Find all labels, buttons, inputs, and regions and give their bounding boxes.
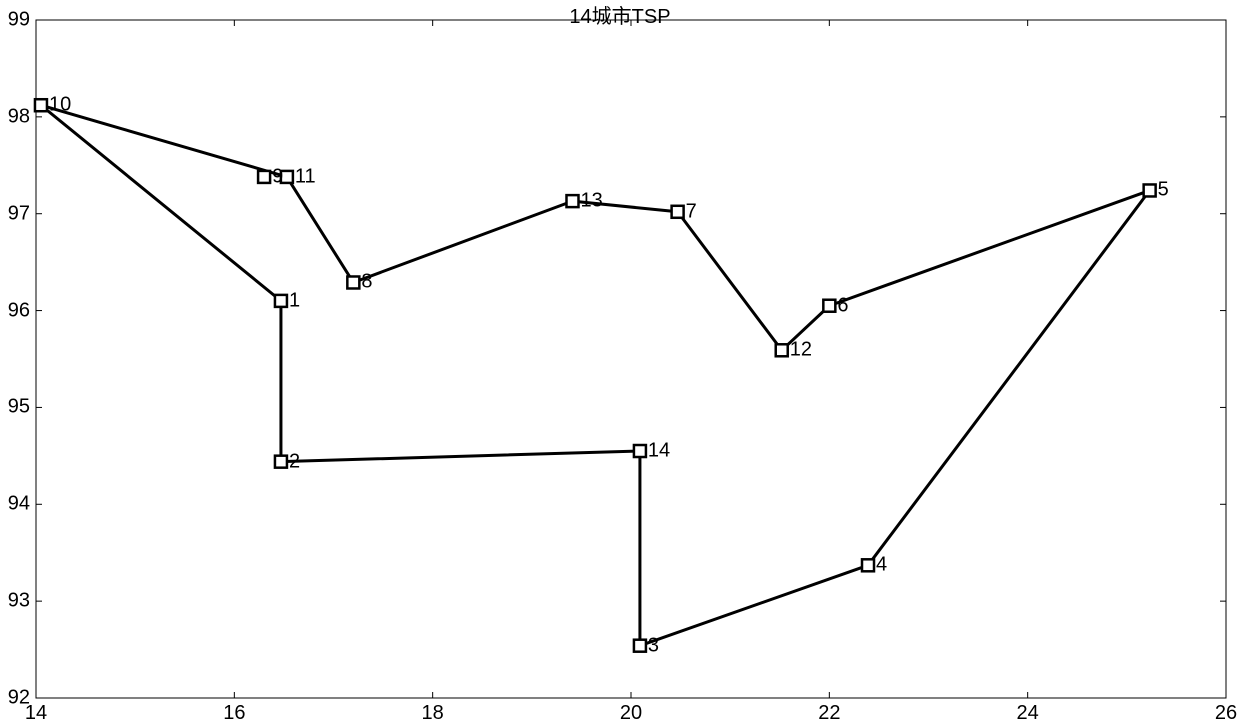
city-marker [634, 445, 646, 457]
city-marker [634, 640, 646, 652]
xtick-label: 24 [1017, 702, 1039, 725]
xtick-label: 18 [422, 702, 444, 725]
city-label: 4 [876, 554, 887, 577]
city-label: 9 [272, 165, 283, 188]
city-label: 3 [648, 634, 659, 657]
tsp-path [41, 105, 1150, 645]
ytick-label: 99 [8, 9, 30, 32]
city-label: 8 [361, 271, 372, 294]
xtick-label: 16 [223, 702, 245, 725]
chart-title: 14城市TSP [0, 0, 1240, 29]
city-marker [823, 300, 835, 312]
city-label: 12 [790, 339, 812, 362]
city-marker [776, 344, 788, 356]
city-marker [258, 171, 270, 183]
city-label: 14 [648, 440, 670, 463]
city-label: 1 [289, 289, 300, 312]
ytick-label: 94 [8, 493, 30, 516]
city-label: 10 [49, 94, 71, 117]
ytick-label: 97 [8, 202, 30, 225]
ytick-label: 95 [8, 396, 30, 419]
xtick-label: 26 [1215, 702, 1237, 725]
city-marker [275, 295, 287, 307]
city-label: 13 [580, 190, 602, 213]
axis-box [36, 20, 1226, 698]
xtick-label: 20 [620, 702, 642, 725]
ytick-label: 96 [8, 299, 30, 322]
city-label: 7 [686, 200, 697, 223]
ytick-label: 92 [8, 687, 30, 710]
city-label: 5 [1158, 179, 1169, 202]
chart-container: 14城市TSP141618202224269293949596979899123… [0, 0, 1240, 728]
city-marker [35, 99, 47, 111]
ytick-label: 98 [8, 105, 30, 128]
plot-area [36, 20, 1226, 698]
ytick-label: 93 [8, 590, 30, 613]
city-marker [1144, 184, 1156, 196]
city-marker [672, 206, 684, 218]
city-label: 11 [295, 165, 316, 188]
city-marker [566, 195, 578, 207]
city-label: 2 [289, 450, 300, 473]
city-marker [862, 559, 874, 571]
xtick-label: 22 [818, 702, 840, 725]
city-marker [275, 456, 287, 468]
city-label: 6 [837, 294, 848, 317]
city-marker [347, 276, 359, 288]
